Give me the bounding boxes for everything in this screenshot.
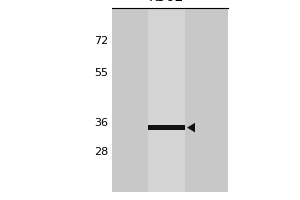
Text: 28: 28 [94, 147, 108, 157]
Text: 72: 72 [94, 36, 108, 46]
Bar [148, 8, 185, 192]
Polygon shape [187, 123, 195, 132]
Text: K562: K562 [149, 0, 184, 4]
Text: 55: 55 [94, 68, 108, 78]
Text: 36: 36 [94, 118, 108, 128]
Bar [148, 125, 185, 130]
Bar [112, 8, 228, 192]
